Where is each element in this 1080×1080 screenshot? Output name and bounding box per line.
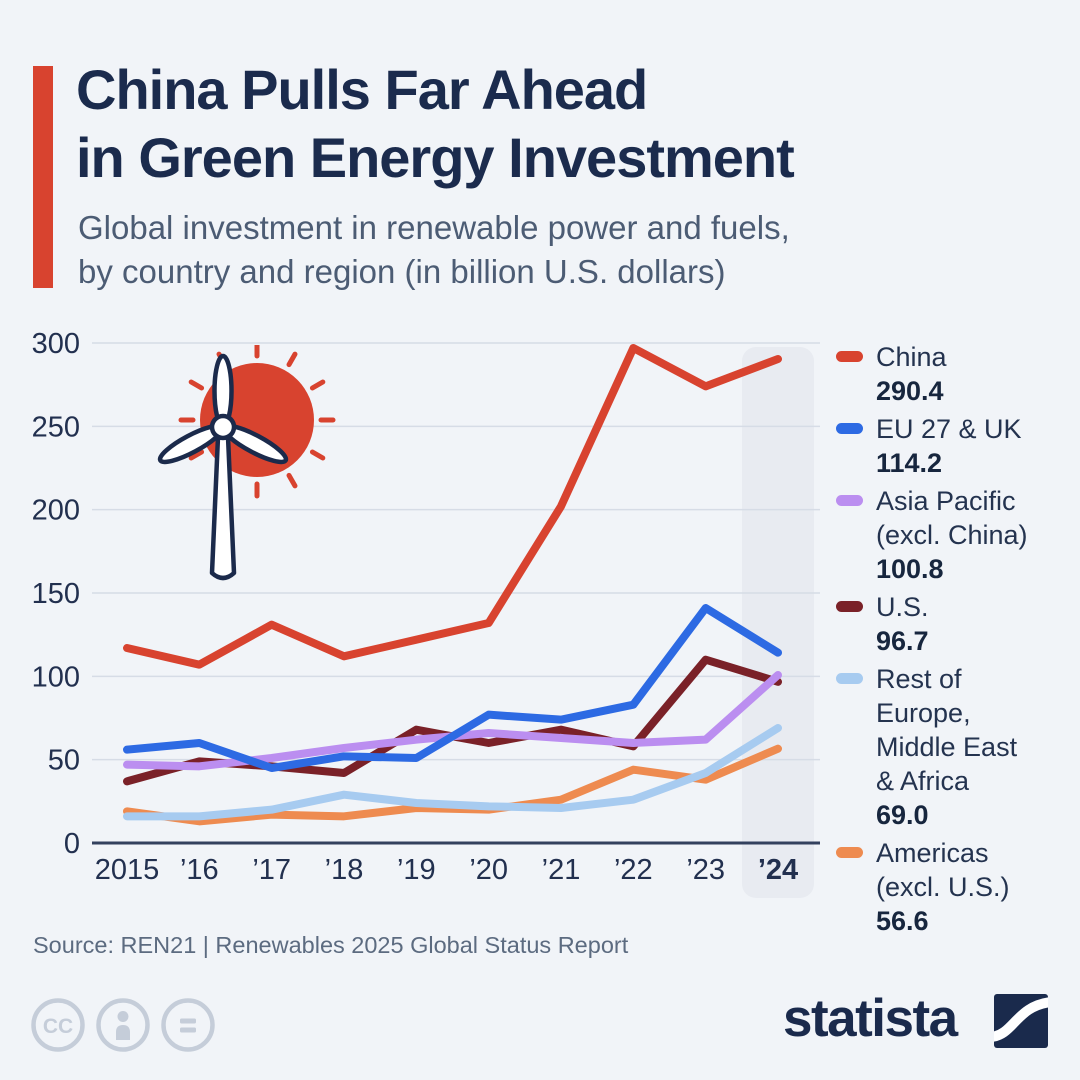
sun-ray xyxy=(309,449,326,461)
legend-swatch-americas xyxy=(836,847,863,858)
legend-item-rest-europe-mea: Rest of Europe, Middle East & Africa 69.… xyxy=(836,662,1056,832)
x-tick-label: ’19 xyxy=(397,854,436,886)
equals-icon xyxy=(161,998,215,1052)
legend-label: Rest of Europe, Middle East & Africa xyxy=(876,664,1018,796)
legend-item-us: U.S. 96.7 xyxy=(836,590,1056,658)
y-tick-label: 0 xyxy=(64,828,80,860)
sun-ray xyxy=(188,449,205,461)
highlight-band-2024 xyxy=(742,347,814,898)
equals-glyph xyxy=(180,1018,196,1033)
attribution-person-glyph xyxy=(116,1011,130,1040)
wind-turbine-sun-illustration xyxy=(157,345,336,581)
attribution-icon xyxy=(96,998,150,1052)
wind-turbine-icon xyxy=(157,353,289,581)
legend-label: China xyxy=(876,342,947,372)
series-line-eu-27-uk xyxy=(123,604,782,772)
legend-value: 100.8 xyxy=(876,554,944,584)
x-tick-label: ’20 xyxy=(469,854,508,886)
y-tick-label: 100 xyxy=(32,661,80,693)
source-note: Source: REN21 | Renewables 2025 Global S… xyxy=(33,932,629,958)
cc-license-icons: CC xyxy=(31,998,215,1052)
legend-item-asia-pacific: Asia Pacific (excl. China) 100.8 xyxy=(836,484,1056,586)
sun-ray xyxy=(286,351,298,368)
series-line-china xyxy=(123,344,782,669)
y-tick-label: 300 xyxy=(32,328,80,360)
x-tick-label: ’16 xyxy=(180,854,219,886)
legend-swatch-asia-pacific xyxy=(836,495,863,506)
x-tick-label: ’17 xyxy=(252,854,291,886)
legend-label: Asia Pacific (excl. China) xyxy=(876,486,1028,550)
series-line-americas xyxy=(123,744,782,826)
legend-swatch-eu xyxy=(836,423,863,434)
legend-label: U.S. xyxy=(876,592,929,622)
y-tick-label: 150 xyxy=(32,578,80,610)
cc-glyph: CC xyxy=(43,1015,73,1038)
legend-item-china: China 290.4 xyxy=(836,340,1056,408)
legend-label: Americas (excl. U.S.) xyxy=(876,838,1010,902)
page-title: China Pulls Far Ahead in Green Energy In… xyxy=(76,58,795,189)
legend-value: 56.6 xyxy=(876,906,929,936)
sun-ray xyxy=(286,472,298,489)
legend-item-eu: EU 27 & UK 114.2 xyxy=(836,412,1056,480)
legend-swatch-us xyxy=(836,601,863,612)
x-tick-label: 2015 xyxy=(95,854,160,886)
legend-item-americas: Americas (excl. U.S.) 56.6 xyxy=(836,836,1056,938)
y-tick-label: 200 xyxy=(32,495,80,527)
legend-swatch-china xyxy=(836,351,863,362)
legend-value: 96.7 xyxy=(876,626,929,656)
chart-legend: China 290.4 EU 27 & UK 114.2 Asia Pacifi… xyxy=(836,340,1056,938)
x-tick-label: ’18 xyxy=(325,854,364,886)
legend-label: EU 27 & UK xyxy=(876,414,1022,444)
statista-logo-icon xyxy=(994,994,1048,1048)
legend-swatch-rest-europe-mea xyxy=(836,673,863,684)
page-subtitle: Global investment in renewable power and… xyxy=(78,209,790,290)
series-line-rest-of-europe- xyxy=(123,724,782,821)
sun-ray xyxy=(309,379,326,391)
sun-icon xyxy=(178,345,336,499)
x-tick-label: ’23 xyxy=(686,854,725,886)
statista-wordmark: statista xyxy=(783,989,958,1048)
x-tick-label: ’21 xyxy=(542,854,581,886)
cc-icon xyxy=(31,998,85,1052)
y-tick-label: 250 xyxy=(32,411,80,443)
legend-value: 114.2 xyxy=(876,448,943,478)
legend-value: 290.4 xyxy=(876,376,944,406)
x-tick-label: ’22 xyxy=(614,854,653,886)
x-tick-label: ’24 xyxy=(758,854,798,886)
sun-ray xyxy=(188,379,205,391)
y-tick-label: 50 xyxy=(48,745,80,777)
title-accent-bar xyxy=(33,66,53,288)
legend-value: 69.0 xyxy=(876,800,929,830)
